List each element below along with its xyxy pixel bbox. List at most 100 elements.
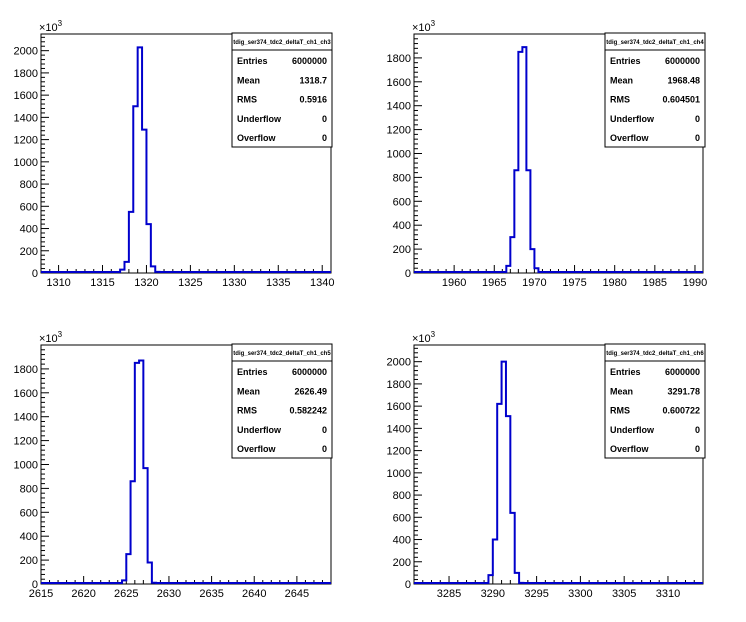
stats-row-value: 0: [322, 425, 327, 435]
y-tick-label: 1800: [387, 53, 411, 65]
x-tick-label: 2635: [199, 588, 223, 600]
y-tick-label: 1600: [387, 77, 411, 89]
stats-row-label: Underflow: [610, 425, 655, 435]
stats-row-label: RMS: [237, 406, 257, 416]
stats-box: tdig_ser374_tdc2_deltaT_ch1_ch5 Entries 60…: [231, 343, 333, 459]
y-tick-label: 1200: [14, 436, 38, 448]
stats-row-label: Overflow: [610, 444, 650, 454]
stats-row-value: 0: [322, 114, 327, 124]
histogram-outline: [414, 46, 703, 273]
stats-row-label: Underflow: [237, 114, 282, 124]
x-tick-label: 1315: [90, 277, 114, 289]
x-tick-label: 1970: [522, 277, 546, 289]
stats-row-label: Mean: [237, 386, 260, 396]
stats-row-value: 6000000: [665, 367, 700, 377]
stats-row-value: 0.600722: [662, 406, 700, 416]
x-tick-label: 2625: [114, 588, 138, 600]
stats-row-value: 0: [322, 444, 327, 454]
x-tick-label: 1325: [178, 277, 202, 289]
y-tick-label: 1800: [14, 68, 38, 80]
x-tick-label: 2640: [242, 588, 266, 600]
y-tick-label: 0: [405, 579, 411, 591]
x-tick-label: 3300: [568, 588, 592, 600]
stats-row-value: 0: [322, 133, 327, 143]
x-tick-label: 3290: [481, 588, 505, 600]
stats-row-value: 0.604501: [662, 95, 700, 105]
stats-box: tdig_ser374_tdc2_deltaT_ch1_ch3 Entries 60…: [231, 32, 333, 148]
y-tick-label: 1600: [14, 388, 38, 400]
y-tick-label: 2000: [14, 46, 38, 58]
y-tick-label: 1000: [14, 460, 38, 472]
stats-row-value: 0: [695, 425, 700, 435]
stats-row-value: 6000000: [292, 56, 327, 66]
y-tick-label: 600: [20, 507, 38, 519]
histogram-panel-1: 1310 1315 1320 1325 1330 1335 1340 0 200 400 600 80…: [14, 19, 335, 289]
stats-box-frame: [231, 343, 333, 459]
x-tick-label: 1975: [562, 277, 586, 289]
stats-row-label: RMS: [237, 95, 257, 105]
histogram-panel-2: 1960 1965 1970 1975 1980 1985 1990 0 200 400 600 80…: [387, 19, 708, 289]
stats-row-value: 1318.7: [299, 75, 327, 85]
x-tick-label: 1965: [482, 277, 506, 289]
y-tick-label: 800: [393, 490, 411, 502]
stats-row-label: Overflow: [237, 133, 277, 143]
y-tick-label: 800: [20, 483, 38, 495]
stats-row-value: 3291.78: [667, 386, 700, 396]
stats-title: tdig_ser374_tdc2_deltaT_ch1_ch4: [606, 40, 704, 46]
stats-row-value: 6000000: [292, 367, 327, 377]
x-tick-label: 3295: [524, 588, 548, 600]
stats-row-label: Underflow: [237, 425, 282, 435]
stats-title: tdig_ser374_tdc2_deltaT_ch1_ch6: [606, 351, 704, 357]
x-tick-label: 2630: [157, 588, 181, 600]
y-tick-label: 1200: [387, 446, 411, 458]
stats-row-value: 0.582242: [289, 406, 327, 416]
x-tick-label: 1330: [222, 277, 246, 289]
stats-title: tdig_ser374_tdc2_deltaT_ch1_ch3: [233, 40, 331, 46]
y-multiplier-label: ×103: [412, 330, 436, 345]
y-tick-label: 400: [393, 220, 411, 232]
stats-row-label: Mean: [610, 386, 633, 396]
y-tick-label: 1400: [387, 423, 411, 435]
y-tick-label: 1400: [14, 112, 38, 124]
stats-box: tdig_ser374_tdc2_deltaT_ch1_ch4 Entries 60…: [604, 32, 706, 148]
y-tick-label: 1800: [14, 364, 38, 376]
y-tick-label: 600: [20, 201, 38, 213]
stats-row-label: Underflow: [610, 114, 655, 124]
stats-box-frame: [604, 343, 706, 459]
stats-row-value: 0.5916: [299, 95, 327, 105]
stats-row-value: 0: [695, 444, 700, 454]
y-tick-label: 200: [20, 246, 38, 258]
y-tick-label: 1400: [14, 412, 38, 424]
stats-box: tdig_ser374_tdc2_deltaT_ch1_ch6 Entries 60…: [604, 343, 706, 459]
x-tick-label: 1335: [266, 277, 290, 289]
x-tick-label: 1985: [643, 277, 667, 289]
y-tick-label: 1600: [387, 401, 411, 413]
x-tick-label: 2615: [29, 588, 53, 600]
y-tick-label: 600: [393, 512, 411, 524]
x-tick-label: 1310: [46, 277, 70, 289]
y-tick-label: 0: [32, 579, 38, 591]
x-tick-label: 3305: [612, 588, 636, 600]
stats-box-frame: [604, 32, 706, 148]
y-multiplier-label: ×103: [39, 330, 63, 345]
y-tick-label: 1400: [387, 101, 411, 113]
stats-row-label: Overflow: [237, 444, 277, 454]
stats-row-label: Mean: [237, 75, 260, 85]
x-tick-label: 3285: [437, 588, 461, 600]
y-tick-label: 1200: [387, 125, 411, 137]
x-tick-label: 1320: [134, 277, 158, 289]
x-tick-label: 2620: [71, 588, 95, 600]
y-tick-label: 1000: [14, 157, 38, 169]
y-tick-label: 400: [393, 535, 411, 547]
stats-row-value: 0: [695, 133, 700, 143]
stats-row-value: 0: [695, 114, 700, 124]
y-tick-label: 1200: [14, 135, 38, 147]
x-tick-label: 1960: [442, 277, 466, 289]
y-tick-label: 2000: [387, 357, 411, 369]
stats-row-label: Entries: [237, 367, 268, 377]
y-tick-label: 0: [32, 268, 38, 280]
stats-row-label: Entries: [610, 367, 641, 377]
stats-row-label: Entries: [610, 56, 641, 66]
stats-row-label: RMS: [610, 406, 630, 416]
histogram-panel-4: 3285 3290 3295 3300 3305 3310 0 200 400 600 800 100…: [387, 330, 706, 600]
